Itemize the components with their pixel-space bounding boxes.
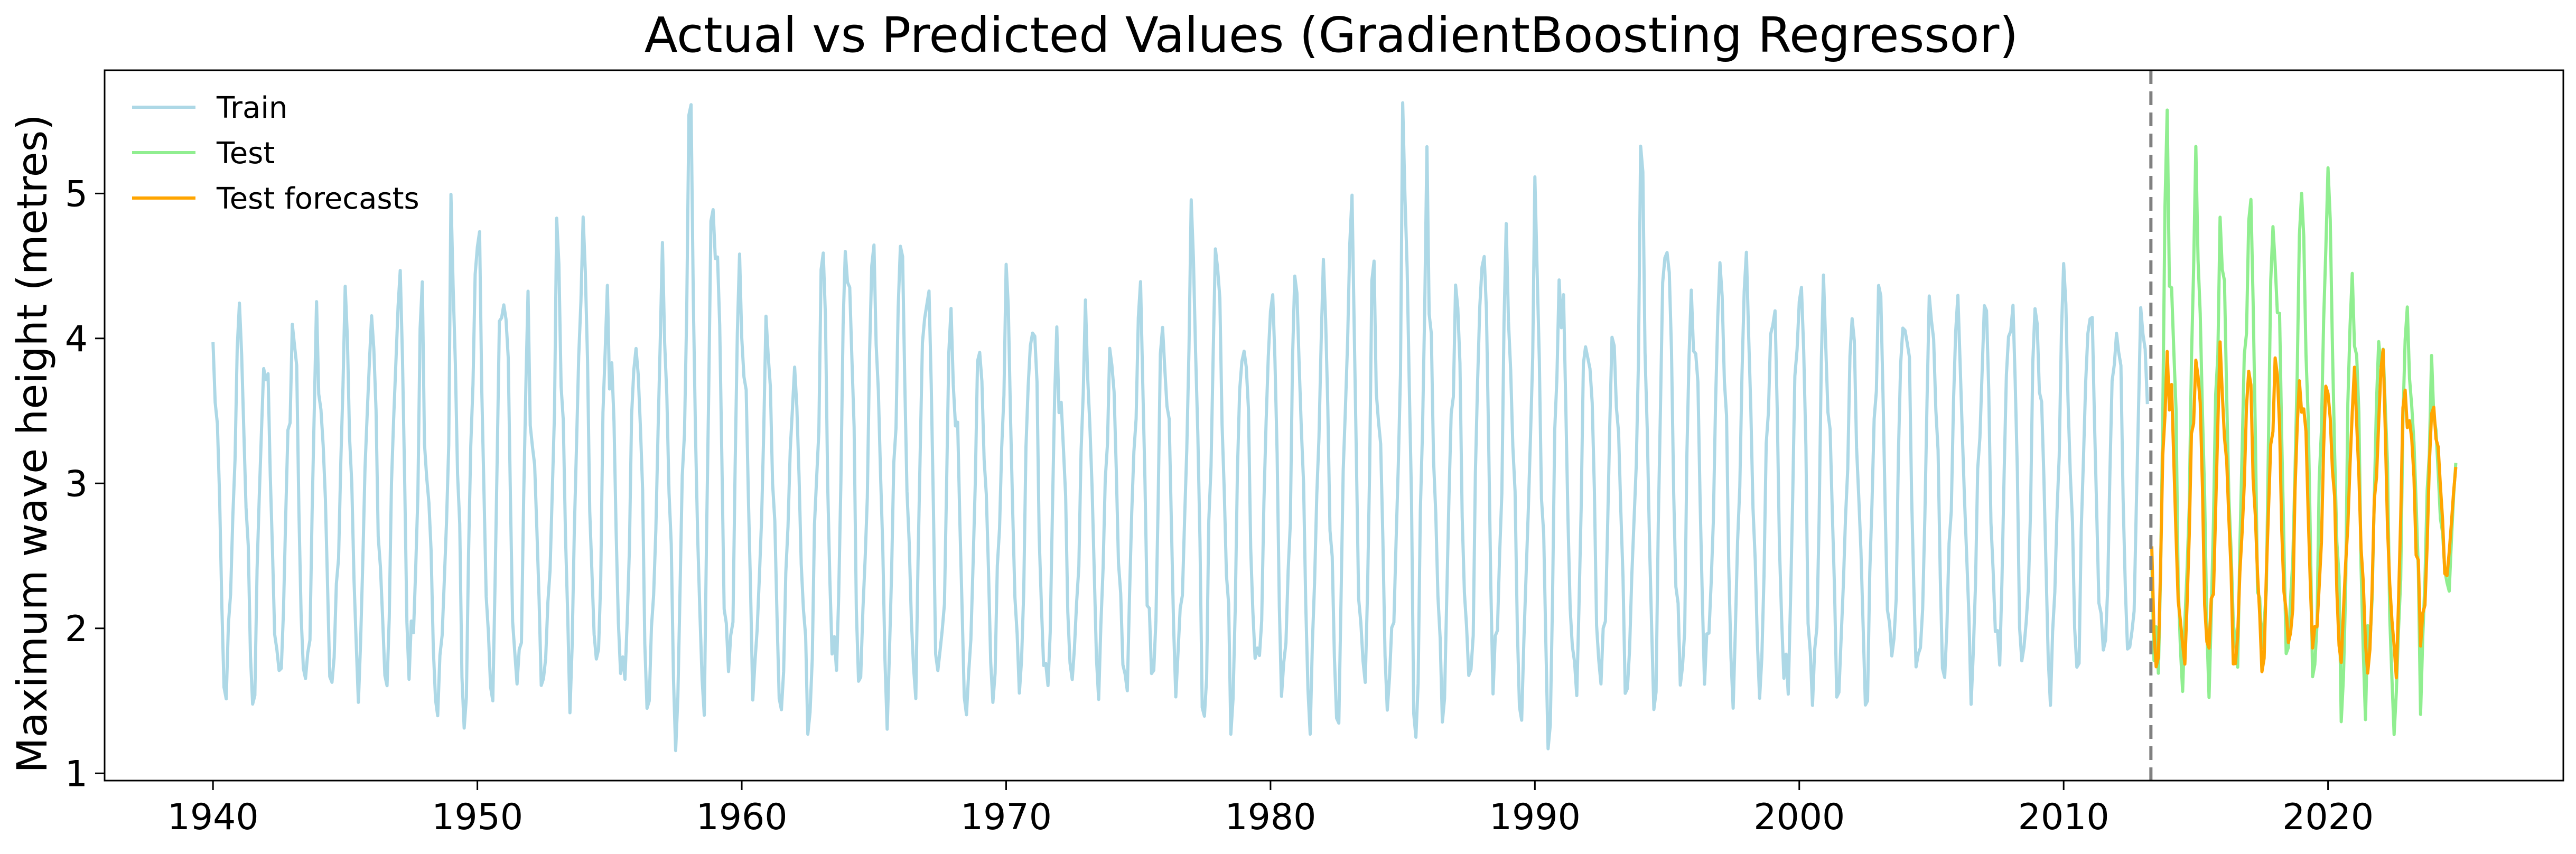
y-tick-label: 2 — [65, 608, 88, 650]
plot-frame — [104, 69, 2564, 782]
series-line-train — [211, 101, 2149, 753]
y-tick-label: 3 — [65, 463, 88, 505]
x-axis: 1940 1950 1960 1970 1980 1990 2000 2010 2020 — [167, 781, 2374, 838]
y-axis: 1 2 3 4 5 — [65, 173, 105, 795]
x-tick-label: 1980 — [1225, 796, 1316, 838]
x-tick-label: 2010 — [2018, 796, 2110, 838]
x-tick-label: 2020 — [2282, 796, 2374, 838]
x-tick-label: 1970 — [960, 796, 1052, 838]
y-tick-label: 5 — [65, 173, 88, 215]
chart-title: Actual vs Predicted Values (GradientBoos… — [645, 7, 2019, 63]
x-tick-label: 2000 — [1753, 796, 1845, 838]
x-tick-label: 1990 — [1489, 796, 1581, 838]
series-line-test-forecasts — [2150, 340, 2458, 680]
series-line-test — [2150, 108, 2458, 736]
legend-label-train: Train — [216, 91, 287, 125]
legend-label-test-forecasts: Test forecasts — [216, 182, 419, 216]
x-tick-label: 1950 — [432, 796, 523, 838]
series-layer — [211, 101, 2458, 753]
x-tick-label: 1960 — [696, 796, 788, 838]
x-tick-label: 1940 — [167, 796, 259, 838]
y-axis-label: Maximum wave height (metres) — [9, 114, 57, 773]
legend-label-test: Test — [216, 136, 275, 171]
y-tick-label: 1 — [65, 753, 88, 795]
y-tick-label: 4 — [65, 318, 88, 360]
legend: Train Test Test forecasts — [132, 91, 419, 216]
